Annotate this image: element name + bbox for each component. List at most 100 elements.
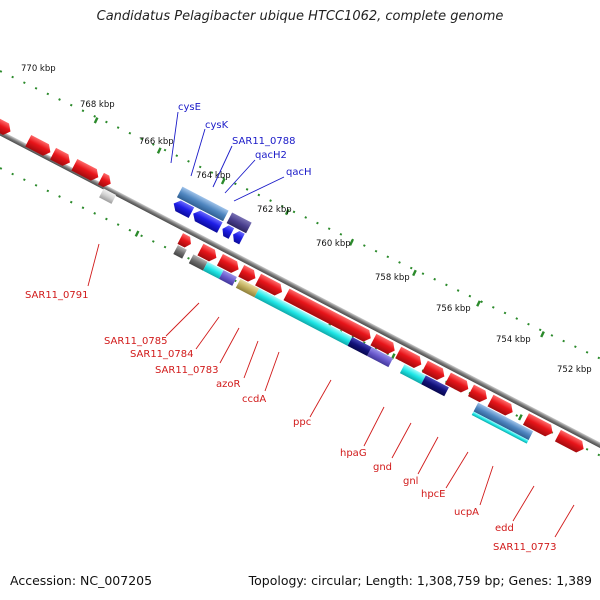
- gene-arrow-forward: [197, 243, 217, 262]
- gene-label-hpag: hpaG: [340, 448, 367, 459]
- gene-label-sar11-0783: SAR11_0783: [155, 365, 219, 376]
- forward-strand-genes: [0, 107, 584, 453]
- scale-label: 768 kbp: [80, 100, 115, 110]
- label-leader-line: [233, 176, 285, 202]
- gene-label-ccda: ccdA: [242, 394, 266, 405]
- label-leader-line: [243, 340, 259, 379]
- gene-label-sar11-0788: SAR11_0788: [232, 136, 296, 147]
- gene-label-hpce: hpcE: [421, 489, 446, 500]
- feature-bar-cyan: [471, 411, 529, 444]
- map-title: Candidatus Pelagibacter ubique HTCC1062,…: [96, 9, 504, 24]
- scale-label: 752 kbp: [557, 365, 592, 375]
- label-leader-line: [445, 451, 469, 489]
- scale-tick-major: [412, 269, 417, 277]
- scale-label: 756 kbp: [436, 304, 471, 314]
- label-leader-line: [554, 504, 575, 538]
- bottom-gene-labels: SAR11_0791 SAR11_0785 SAR11_0784 SAR11_0…: [25, 243, 575, 553]
- label-leader-line: [479, 465, 494, 506]
- gene-arrow-forward: [0, 107, 11, 135]
- label-leader-line: [165, 302, 200, 337]
- top-gene-labels: cysE cysK SAR11_0788 qacH2 qacH: [170, 102, 312, 202]
- label-leader-line: [417, 436, 439, 475]
- label-leader-line: [170, 111, 179, 164]
- topology-text: Topology: circular; Length: 1,308,759 bp…: [248, 573, 592, 588]
- gene-label-qach: qacH: [286, 167, 312, 178]
- gene-label-sar11-0785: SAR11_0785: [104, 336, 168, 347]
- gene-arrow-forward: [283, 288, 371, 342]
- genome-backbone: [0, 111, 600, 449]
- gene-label-gnd: gnd: [373, 462, 392, 473]
- gene-label-azor: azoR: [216, 379, 240, 390]
- gene-arrow-forward: [522, 413, 553, 437]
- gene-arrow-forward: [71, 158, 99, 181]
- label-leader-line: [87, 243, 100, 287]
- gene-label-sar11-0791: SAR11_0791: [25, 290, 89, 301]
- scale-tick-major: [348, 239, 354, 246]
- gene-label-edd: edd: [495, 523, 514, 534]
- gene-arrow-forward: [395, 346, 422, 368]
- scale-tick-major: [517, 414, 523, 421]
- scale-labels: 770 kbp 768 kbp 766 kbp 764 kbp 762 kbp …: [21, 64, 592, 375]
- scale-label: 754 kbp: [496, 335, 531, 345]
- label-leader-line: [224, 159, 256, 194]
- forward-feature-track: [99, 188, 534, 444]
- label-leader-line: [212, 145, 233, 188]
- feature-bar-cyan: [203, 261, 224, 279]
- scale-tick-major: [156, 147, 162, 154]
- label-leader-line: [264, 351, 280, 392]
- label-leader-line: [512, 485, 535, 522]
- feature-bar-navy: [347, 337, 372, 357]
- genome-tracks: [0, 107, 600, 453]
- label-leader-line: [391, 422, 412, 459]
- scale-label: 764 kbp: [196, 171, 231, 181]
- outer-scale-track: [0, 70, 600, 360]
- feature-bar-grey: [188, 254, 208, 271]
- feature-bar-navy: [421, 375, 449, 397]
- gene-label-sar11-0773: SAR11_0773: [493, 542, 557, 553]
- scale-tick-major: [220, 178, 226, 185]
- gene-arrow-reverse: [233, 230, 245, 245]
- scale-label: 770 kbp: [21, 64, 56, 74]
- gene-label-qach2: qacH2: [255, 150, 287, 161]
- gene-arrow-reverse: [193, 210, 223, 233]
- scale-tick-major: [476, 300, 481, 307]
- feature-bar-steel: [176, 186, 229, 222]
- gene-arrow-forward: [444, 372, 469, 393]
- label-leader-line: [219, 327, 240, 364]
- feature-bar-slate: [367, 347, 394, 368]
- gene-arrow-forward: [421, 360, 445, 380]
- feature-bar-cyan: [399, 364, 426, 385]
- gene-label-sar11-0784: SAR11_0784: [130, 349, 194, 360]
- scale-tick-major: [540, 331, 545, 338]
- gene-label-ppc: ppc: [293, 417, 311, 428]
- gene-arrow-forward: [370, 333, 395, 355]
- gene-arrow-forward: [216, 253, 239, 273]
- scale-tick-major: [93, 117, 99, 124]
- feature-bar-khaki: [235, 278, 260, 298]
- gene-arrow-forward: [554, 429, 584, 453]
- gene-label-ucpa: ucpA: [454, 507, 479, 518]
- feature-bar-light: [99, 188, 117, 204]
- scale-tick-major: [284, 208, 290, 216]
- gene-arrow-forward-small: [177, 233, 191, 248]
- label-leader-line: [190, 128, 206, 177]
- scale-tick-major: [134, 230, 140, 237]
- scale-label: 760 kbp: [316, 239, 351, 249]
- reverse-strand-genes: [173, 186, 252, 245]
- label-leader-line: [195, 316, 220, 350]
- gene-arrow-reverse: [222, 225, 235, 239]
- accession-text: Accession: NC_007205: [10, 573, 153, 588]
- gene-arrow-forward: [467, 384, 487, 403]
- feature-bar-grey: [173, 245, 187, 259]
- scale-label: 762 kbp: [257, 205, 292, 215]
- gene-arrow-forward: [255, 273, 283, 296]
- gene-arrow-forward: [487, 394, 513, 416]
- feature-bar-cyan: [254, 288, 353, 346]
- scale-label: 766 kbp: [139, 137, 174, 147]
- feature-bar-slate: [218, 270, 237, 286]
- gene-label-cyse: cysE: [178, 102, 201, 113]
- gene-arrow-forward: [97, 172, 111, 188]
- gene-arrow-forward: [50, 147, 70, 166]
- gene-arrow-forward: [238, 265, 256, 282]
